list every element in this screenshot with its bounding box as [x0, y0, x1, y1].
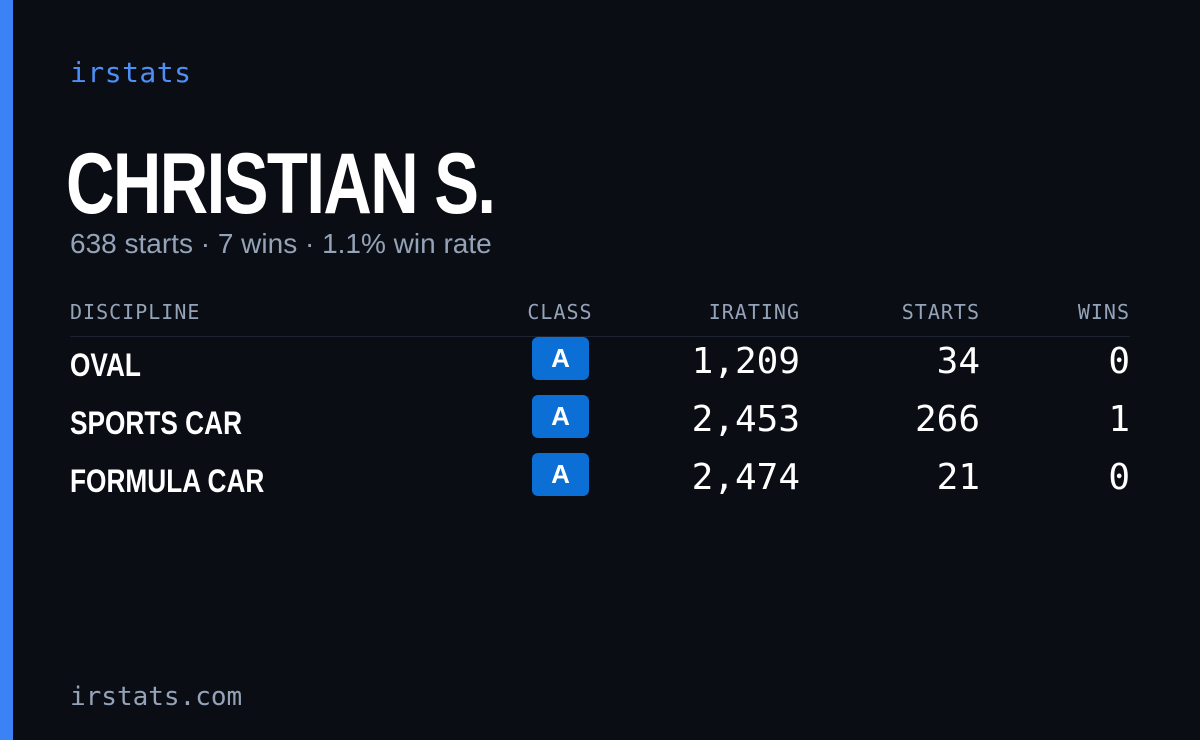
- header-wins: WINS: [1077, 300, 1130, 324]
- table-row: OVAL A 1,209 34 0: [70, 337, 1130, 395]
- wins-cell: 0: [1108, 457, 1130, 498]
- table-header: DISCIPLINE CLASS IRATING STARTS WINS: [70, 300, 1130, 337]
- starts-cell: 21: [936, 457, 980, 498]
- irating-cell: 2,453: [691, 399, 800, 440]
- starts-cell: 34: [936, 341, 980, 382]
- wins-cell: 0: [1108, 341, 1130, 382]
- irating-cell: 1,209: [691, 341, 800, 382]
- irating-cell: 2,474: [691, 457, 800, 498]
- table-row: SPORTS CAR A 2,453 266 1: [70, 395, 1130, 453]
- header-starts: STARTS: [901, 300, 980, 324]
- wins-cell: 1: [1108, 399, 1130, 440]
- header-irating: IRATING: [708, 300, 800, 324]
- class-badge: A: [532, 453, 589, 496]
- discipline-cell: OVAL: [70, 347, 141, 383]
- table-row: FORMULA CAR A 2,474 21 0: [70, 453, 1130, 511]
- header-class: CLASS: [527, 300, 593, 324]
- brand-logo: irstats: [70, 56, 192, 89]
- class-badge: A: [532, 337, 589, 380]
- driver-name: CHRISTIAN S.: [66, 136, 496, 232]
- starts-cell: 266: [914, 399, 980, 440]
- discipline-cell: FORMULA CAR: [70, 463, 265, 499]
- discipline-cell: SPORTS CAR: [70, 405, 243, 441]
- stats-table: DISCIPLINE CLASS IRATING STARTS WINS OVA…: [70, 300, 1130, 511]
- class-badge: A: [532, 395, 589, 438]
- driver-summary: 638 starts · 7 wins · 1.1% win rate: [70, 228, 492, 259]
- footer-url: irstats.com: [70, 682, 243, 712]
- accent-bar: [0, 0, 13, 740]
- header-discipline: DISCIPLINE: [70, 300, 201, 324]
